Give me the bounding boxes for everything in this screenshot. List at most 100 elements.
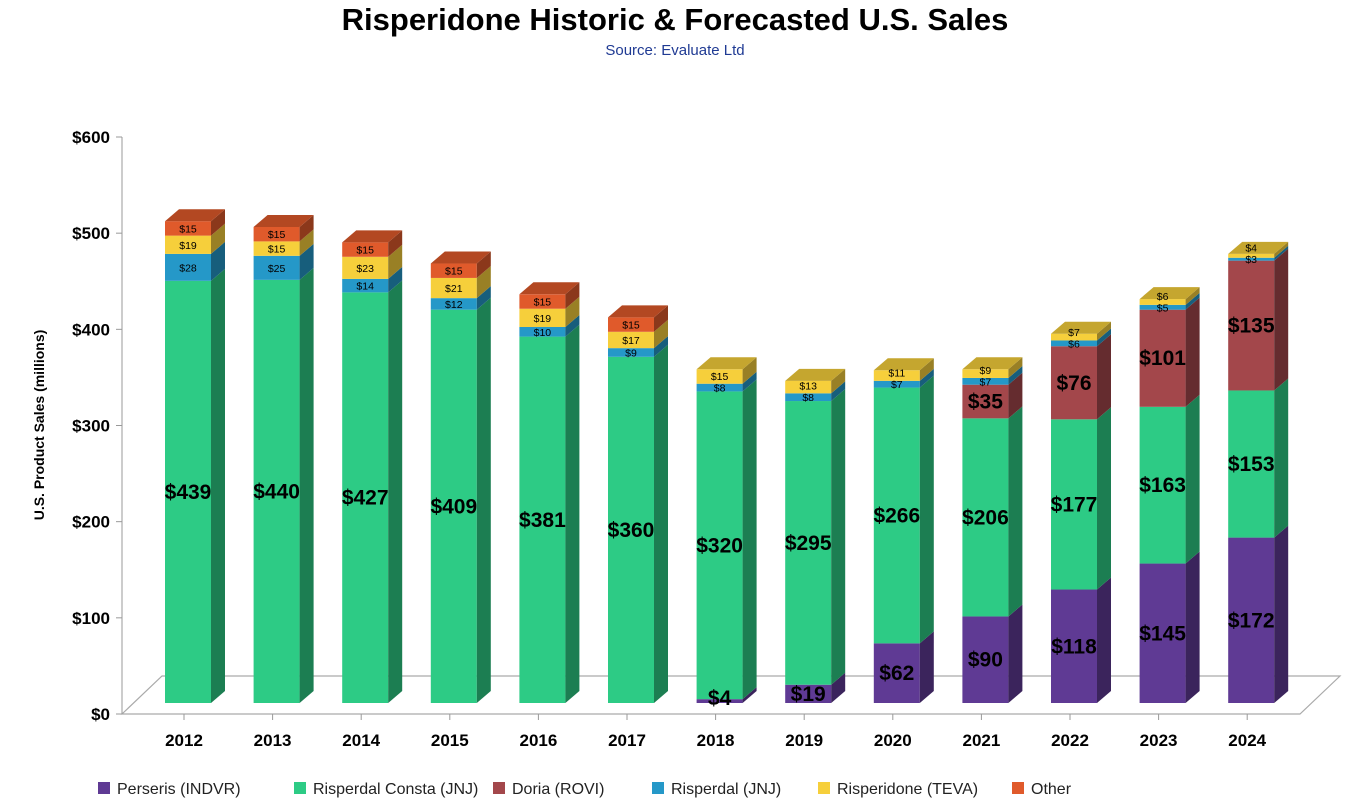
bar-group-2014: $427 $14 $23 $15 [342, 230, 403, 703]
bar-side [476, 297, 491, 703]
bar-side [388, 280, 403, 703]
bar-segment-perseris [962, 616, 1009, 703]
legend-item[interactable]: Doria (ROVI) [493, 781, 604, 798]
legend-label: Risperdal Consta (JNJ) [313, 781, 478, 798]
bar-segment-doria [1228, 260, 1275, 391]
data-label: $11 [888, 368, 905, 380]
legend-label: Risperdal (JNJ) [671, 781, 781, 798]
bar-segment-other [608, 317, 654, 332]
y-tick-label: $300 [72, 417, 110, 436]
bar-segment-perseris [696, 699, 743, 703]
y-tick-label: $100 [72, 609, 110, 628]
y-tick-label: $200 [72, 513, 110, 532]
bar-side [1097, 321, 1111, 341]
bar-segment-other [253, 226, 300, 242]
bar-group-2018: $4 $320 $8$15 [696, 357, 757, 710]
bar-segment-risperdal [342, 292, 389, 703]
legend-label: Risperidone (TEVA) [837, 781, 978, 798]
bar-side [831, 389, 846, 685]
y-tick-label: $500 [72, 224, 110, 243]
bar-segment-perseris [1228, 537, 1275, 703]
data-label: $439 [165, 481, 212, 504]
bar-side [1008, 372, 1023, 419]
data-label: $135 [1228, 315, 1275, 338]
data-label: $320 [696, 534, 743, 557]
data-label: $6 [1157, 291, 1169, 303]
legend-swatch [818, 782, 830, 794]
data-label: $8 [802, 392, 814, 404]
x-tick-label: 2018 [697, 731, 735, 750]
x-tick-label: 2016 [519, 731, 557, 750]
bar-top [696, 357, 757, 370]
bar-side [1274, 525, 1289, 703]
data-label: $35 [968, 391, 1003, 414]
data-label: $15 [179, 223, 197, 235]
bar-side [1097, 334, 1111, 420]
bar-segment-other [342, 242, 389, 257]
data-label: $15 [268, 244, 286, 256]
bar-segment-risperidone [430, 277, 477, 299]
bar-top [873, 358, 934, 371]
legend-item[interactable]: Risperidone (TEVA) [818, 781, 978, 798]
y-tick-label: $400 [72, 320, 110, 339]
data-label: $206 [962, 506, 1009, 529]
bar-side [1008, 365, 1023, 385]
data-label: $381 [519, 509, 566, 532]
bar-side [919, 631, 934, 703]
bar-side [919, 358, 934, 381]
data-label: $62 [879, 662, 914, 685]
x-tick-label: 2014 [342, 731, 380, 750]
bar-segment-risperdal [785, 401, 832, 685]
data-label: $440 [253, 480, 300, 503]
bar-side [742, 687, 757, 703]
legend-item[interactable]: Other [1012, 781, 1072, 798]
bar-segment-risperdal [608, 356, 654, 703]
bar-segment-risperdal [962, 418, 1009, 617]
bar-side [742, 357, 757, 384]
bar-side [299, 243, 314, 280]
data-label: $14 [356, 281, 374, 293]
data-label: $90 [968, 649, 1003, 672]
bar-segment-risperidone [1139, 299, 1186, 305]
bar-side [476, 286, 491, 310]
bar-side [388, 230, 403, 257]
x-tick-label: 2013 [254, 731, 292, 750]
data-label: $409 [430, 495, 477, 518]
legend-item[interactable]: Risperdal (JNJ) [652, 781, 781, 798]
bar-side [742, 379, 757, 700]
bar-segment-risperidone [962, 369, 1009, 378]
y-tick-label: $0 [91, 705, 110, 724]
bar-side [565, 324, 580, 703]
bar-side [1097, 328, 1111, 347]
x-tick-label: 2021 [962, 731, 1000, 750]
data-label: $118 [1051, 635, 1097, 658]
bar-segment-risperdal [1228, 257, 1275, 261]
bar-segment-risperdal [785, 393, 832, 402]
bar-segment-doria [1051, 346, 1097, 420]
x-tick-label: 2012 [165, 731, 203, 750]
bar-segment-other [519, 294, 566, 309]
legend-item[interactable]: Perseris (INDVR) [98, 781, 241, 798]
bar-segment-risperdal [1139, 304, 1186, 310]
bar-side [211, 209, 225, 236]
data-label: $15 [534, 297, 552, 309]
x-tick-label: 2017 [608, 731, 646, 750]
bar-side [919, 368, 934, 388]
bar-segment-risperidone [519, 308, 566, 327]
bar-segment-risperidone [873, 370, 920, 381]
legend-item[interactable]: Risperdal Consta (JNJ) [294, 781, 478, 798]
bar-segment-perseris [873, 643, 920, 703]
bar-segment-risperdal [1139, 406, 1186, 564]
bar-side [1008, 406, 1023, 617]
bar-top [342, 230, 403, 243]
bar-side [1097, 577, 1111, 703]
bar-top [1139, 287, 1200, 300]
bar-top [962, 357, 1023, 370]
bar-side [565, 296, 580, 327]
data-label: $101 [1139, 347, 1186, 370]
data-label: $15 [622, 320, 640, 332]
data-label: $172 [1228, 609, 1275, 632]
bar-side [654, 305, 668, 332]
data-label: $15 [356, 245, 374, 257]
data-label: $145 [1139, 622, 1186, 645]
